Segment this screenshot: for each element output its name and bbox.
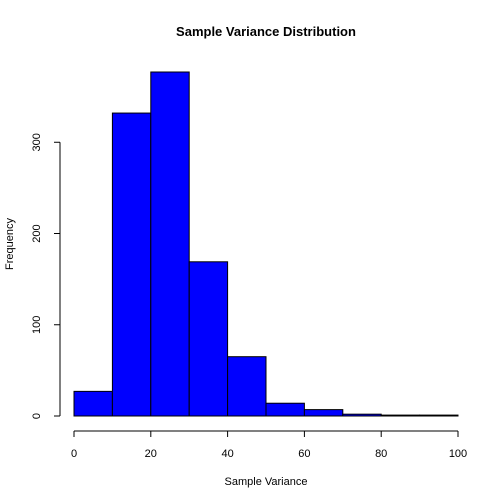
y-axis-label: Frequency: [4, 218, 16, 270]
histogram-bar: [227, 356, 267, 417]
x-axis: 0 20 40 60 80 100: [71, 430, 467, 460]
y-tick-label: 200: [31, 224, 43, 242]
y-tick-label: 300: [31, 133, 43, 151]
histogram-bar: [150, 71, 190, 417]
x-tick-label: 0: [71, 448, 77, 460]
x-axis-label: Sample Variance: [225, 476, 308, 488]
bars-group: [73, 71, 459, 417]
histogram-bar: [111, 112, 152, 417]
histogram-bar: [265, 402, 305, 417]
y-tick-label: 100: [31, 316, 43, 334]
histogram-bar: [380, 414, 421, 417]
histogram-bar: [342, 413, 382, 417]
histogram-bar: [303, 409, 344, 417]
histogram-bar: [419, 414, 459, 417]
x-tick-label: 80: [375, 448, 387, 460]
histogram-bar: [73, 390, 113, 417]
x-tick-label: 20: [145, 448, 157, 460]
chart-title: Sample Variance Distribution: [176, 24, 356, 39]
x-tick-label: 60: [298, 448, 310, 460]
histogram-bar: [188, 261, 229, 417]
x-tick-label: 100: [449, 448, 467, 460]
y-axis: 0 100 200 300: [31, 133, 61, 419]
y-tick-label: 0: [31, 413, 43, 419]
x-tick-label: 40: [221, 448, 233, 460]
